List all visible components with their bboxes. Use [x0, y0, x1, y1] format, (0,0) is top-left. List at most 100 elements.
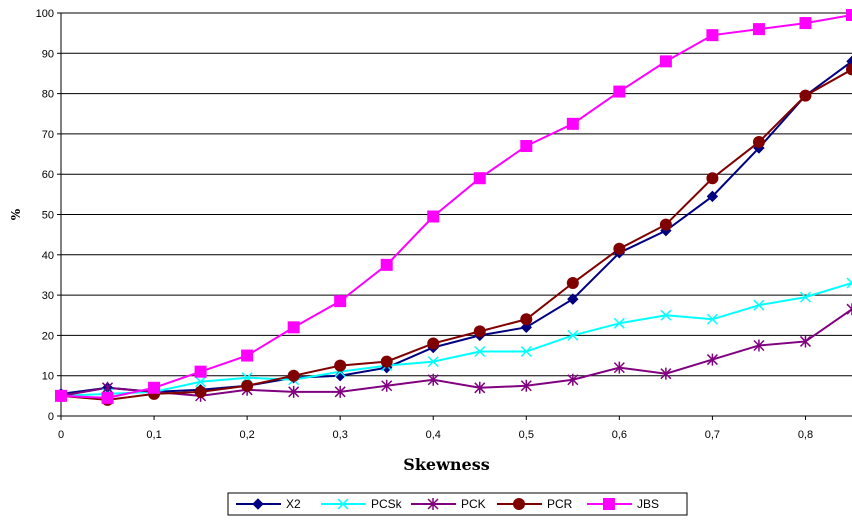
- x-tick-label: 0,8: [798, 429, 813, 441]
- legend-label-pcsk: PCSk: [371, 497, 403, 511]
- y-tick-label: 80: [42, 89, 54, 101]
- data-point-pck: [334, 385, 346, 398]
- data-point-x2: [520, 321, 533, 334]
- data-point-pcr: [846, 63, 852, 76]
- legend-label-x2: X2: [286, 497, 301, 511]
- x-tick-label: 0,1: [146, 429, 161, 441]
- data-point-pck: [381, 379, 393, 392]
- x-tick-label: 0,3: [333, 429, 348, 441]
- data-point-pck: [799, 335, 812, 348]
- data-point-pcr: [427, 337, 440, 350]
- data-point-pcr: [659, 218, 672, 231]
- y-tick-label: 60: [42, 169, 54, 181]
- data-point-pcsk: [567, 329, 579, 341]
- x-axis-ticks: 0 0,1 0,2 0,3 0,4 0,5 0,6 0,7 0,8: [58, 416, 813, 441]
- data-point-jbs: [799, 17, 812, 30]
- data-point-jbs: [520, 139, 533, 152]
- data-point-jbs: [846, 9, 852, 22]
- legend-label-jbs: JBS: [637, 497, 659, 511]
- x-tick-label: 0,6: [612, 429, 627, 441]
- series-line-pcr: [60, 68, 852, 401]
- data-point-pcr: [566, 277, 579, 290]
- data-point-pcr: [241, 379, 254, 392]
- data-point-jbs: [334, 295, 347, 308]
- y-tick-label: 50: [42, 210, 54, 222]
- data-point-pcsk: [520, 345, 532, 358]
- x-tick-label: 0,2: [239, 429, 254, 441]
- data-point-pcsk: [706, 313, 718, 325]
- data-point-x2: [567, 293, 579, 305]
- data-point-jbs: [194, 365, 207, 378]
- data-point-pck: [101, 381, 114, 394]
- legend: X2 PCSk PCK PCR JBS: [227, 492, 688, 516]
- axes: [57, 13, 852, 420]
- x-tick-label: 0: [58, 429, 64, 441]
- data-point-pck: [706, 353, 718, 366]
- legend-marker-pcsk: [337, 498, 349, 510]
- data-point-pck: [427, 373, 439, 386]
- data-point-jbs: [566, 117, 579, 130]
- data-point-jbs: [706, 29, 719, 42]
- x-tick-label: 0,5: [519, 429, 534, 441]
- y-axis-ticks: 0 10 20 30 40 50 60 70 80 90 100: [36, 8, 61, 423]
- data-point-jbs: [241, 349, 254, 362]
- data-point-jbs: [473, 172, 486, 185]
- gridlines: [61, 12, 852, 377]
- x-tick-label: 0,7: [705, 429, 720, 441]
- data-point-jbs: [101, 391, 114, 404]
- data-point-pcsk: [799, 291, 812, 303]
- data-point-pcr: [613, 242, 626, 255]
- series-markers: [55, 9, 852, 406]
- data-point-jbs: [613, 85, 626, 98]
- series-line-x2: [60, 60, 852, 395]
- series-lines: [60, 14, 852, 401]
- data-point-pcsk: [846, 277, 852, 289]
- y-tick-label: 20: [42, 330, 54, 342]
- data-point-pck: [846, 303, 852, 316]
- data-point-jbs: [659, 55, 672, 68]
- legend-box: [227, 492, 688, 516]
- data-point-jbs: [148, 381, 161, 394]
- legend-marker-jbs: [603, 498, 615, 510]
- data-point-pcr: [706, 172, 719, 185]
- data-point-pck: [567, 373, 579, 386]
- data-point-pcr: [752, 135, 765, 148]
- data-point-pcsk: [660, 309, 672, 321]
- data-point-jbs: [287, 321, 300, 334]
- data-point-pcr: [287, 369, 300, 382]
- y-tick-label: 40: [42, 250, 54, 262]
- data-point-pcsk: [613, 317, 625, 329]
- data-point-pcr: [520, 313, 533, 326]
- series-line-jbs: [60, 14, 852, 399]
- y-tick-label: 90: [42, 48, 54, 60]
- data-point-jbs: [752, 23, 765, 36]
- data-point-pck: [660, 367, 672, 380]
- series-line-pck: [60, 308, 852, 397]
- data-point-pcr: [799, 89, 812, 102]
- y-tick-label: 100: [36, 8, 54, 20]
- data-point-pcr: [334, 359, 347, 372]
- data-point-x2: [706, 190, 719, 203]
- x-axis-label: Skewness: [403, 455, 489, 474]
- y-axis-label: %: [9, 208, 23, 220]
- data-point-pck: [288, 385, 300, 398]
- legend-label-pck: PCK: [461, 497, 486, 511]
- legend-marker-pcr: [513, 498, 525, 510]
- data-point-jbs: [55, 389, 67, 402]
- y-tick-label: 0: [48, 411, 54, 423]
- data-point-pcr: [380, 355, 393, 368]
- y-tick-label: 70: [42, 129, 54, 141]
- data-point-pcsk: [474, 345, 486, 358]
- data-point-pck: [613, 361, 625, 374]
- data-point-pcr: [194, 385, 207, 398]
- data-point-jbs: [427, 210, 440, 223]
- data-point-pck: [520, 379, 532, 392]
- data-point-pcr: [473, 325, 486, 338]
- legend-marker-pck: [427, 498, 439, 510]
- y-tick-label: 30: [42, 290, 54, 302]
- data-point-pcsk: [427, 356, 439, 368]
- x-tick-label: 0,4: [426, 429, 441, 441]
- data-point-pck: [753, 339, 765, 352]
- legend-marker-x2: [252, 498, 264, 510]
